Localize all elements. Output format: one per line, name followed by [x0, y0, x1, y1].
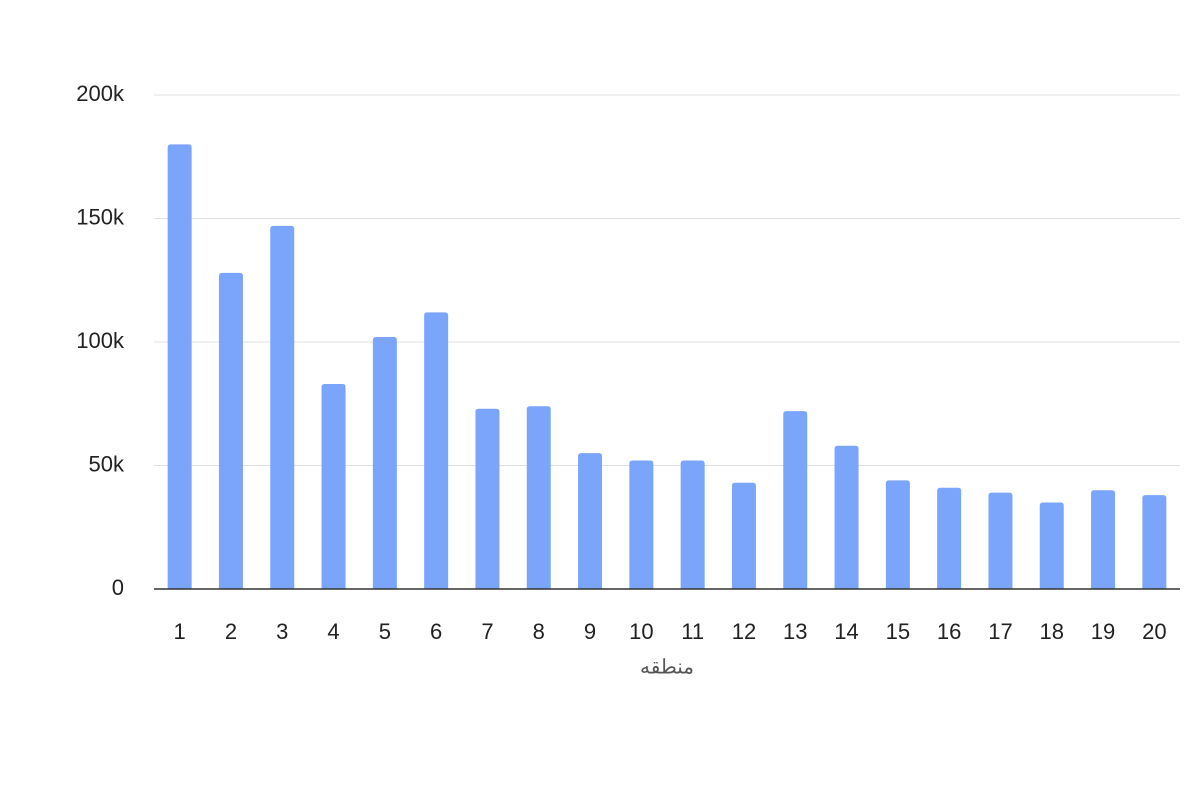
x-tick-label: 15: [886, 619, 910, 644]
x-tick-label: 13: [783, 619, 807, 644]
y-tick-label: 0: [112, 575, 124, 600]
y-tick-label: 100k: [76, 328, 125, 353]
bar: [475, 408, 500, 589]
y-tick-label: 150k: [76, 204, 125, 229]
bar: [167, 144, 192, 589]
bar: [988, 492, 1013, 589]
bar: [783, 411, 808, 589]
x-tick-label: 18: [1040, 619, 1064, 644]
x-axis-title: منطقه: [640, 656, 694, 678]
y-tick-label: 50k: [89, 451, 125, 476]
x-tick-label: 20: [1142, 619, 1166, 644]
bar: [885, 480, 910, 589]
bar: [321, 383, 346, 589]
bar: [218, 272, 243, 589]
bar: [372, 337, 397, 589]
x-tick-label: 5: [379, 619, 391, 644]
x-tick-label: 14: [834, 619, 858, 644]
bar: [270, 225, 295, 589]
x-tick-label: 8: [533, 619, 545, 644]
bar: [1091, 490, 1116, 589]
x-tick-label: 7: [481, 619, 493, 644]
bar: [424, 312, 449, 589]
x-tick-label: 12: [732, 619, 756, 644]
y-tick-label: 200k: [76, 81, 125, 106]
bar: [680, 460, 705, 589]
bar: [578, 453, 603, 589]
bar: [731, 482, 756, 589]
bar: [937, 487, 962, 589]
x-tick-label: 2: [225, 619, 237, 644]
x-tick-label: 3: [276, 619, 288, 644]
x-tick-label: 11: [681, 619, 704, 644]
x-tick-label: 19: [1091, 619, 1115, 644]
bar: [1039, 502, 1064, 589]
x-tick-label: 1: [174, 619, 186, 644]
bar: [526, 406, 551, 589]
x-tick-label: 4: [327, 619, 339, 644]
bar: [1142, 495, 1167, 589]
x-tick-label: 10: [629, 619, 653, 644]
x-tick-label: 9: [584, 619, 596, 644]
bar: [629, 460, 654, 589]
x-tick-label: 6: [430, 619, 442, 644]
x-tick-label: 16: [937, 619, 961, 644]
x-tick-label: 17: [988, 619, 1012, 644]
bar: [834, 445, 859, 589]
